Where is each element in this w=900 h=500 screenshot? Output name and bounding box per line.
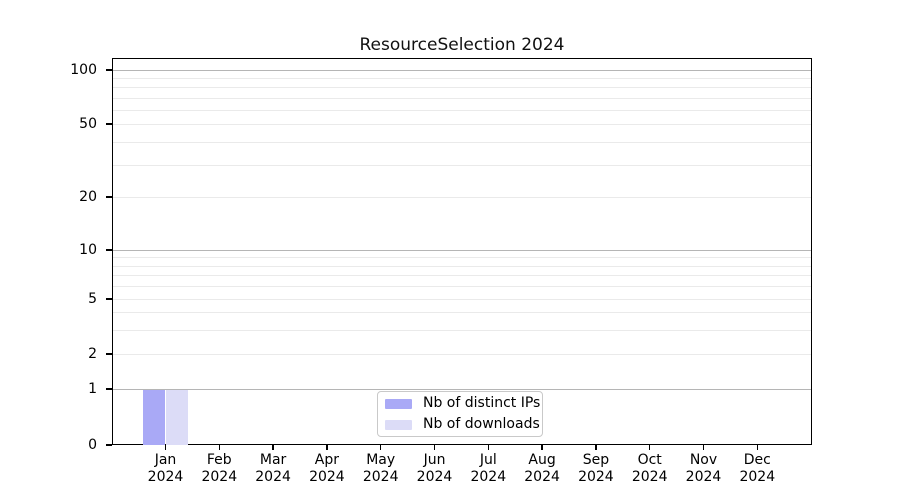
x-tick-label: Jul 2024	[470, 452, 507, 485]
y-gridline-major	[113, 389, 811, 390]
x-tick-label: Aug 2024	[524, 452, 560, 485]
y-gridline-minor	[113, 124, 811, 125]
x-tick	[541, 445, 543, 450]
y-tick	[106, 353, 112, 355]
x-tick-label: Sep 2024	[578, 452, 614, 485]
x-tick	[649, 445, 651, 450]
x-tick-label: Nov 2024	[685, 452, 722, 485]
y-gridline-major	[113, 250, 811, 251]
y-gridline-minor	[113, 197, 811, 198]
y-gridline-minor	[113, 87, 811, 89]
bar-downloads	[166, 389, 188, 445]
x-tick-label: Feb 2024	[201, 452, 238, 485]
x-tick-label: May 2024	[362, 452, 399, 485]
plot-area: Nb of distinct IPs Nb of downloads	[112, 58, 812, 445]
legend-swatch-distinct-ips	[385, 398, 412, 409]
x-tick	[326, 445, 328, 450]
x-tick-label: Dec 2024	[739, 452, 776, 485]
y-gridline-minor	[113, 78, 811, 80]
y-tick	[106, 69, 112, 71]
y-tick	[106, 444, 112, 446]
x-tick-label: Mar 2024	[255, 452, 291, 485]
x-tick	[272, 445, 274, 450]
y-gridline-minor	[113, 109, 811, 111]
y-gridline-major	[113, 70, 811, 71]
y-tick-label: 1	[88, 381, 97, 397]
y-tick-label: 20	[79, 189, 97, 205]
y-tick	[106, 249, 112, 251]
bar-distinct-ips	[143, 389, 165, 445]
y-tick	[106, 196, 112, 198]
legend-item-distinct-ips: Nb of distinct IPs	[385, 395, 540, 412]
y-tick	[106, 123, 112, 125]
y-tick-label: 50	[79, 116, 97, 132]
y-tick-label: 2	[88, 346, 97, 362]
x-tick	[433, 445, 436, 450]
y-gridline-minor	[113, 286, 811, 288]
x-tick	[380, 445, 382, 450]
y-gridline-minor	[113, 299, 811, 300]
x-tick	[702, 445, 705, 450]
legend: Nb of distinct IPs Nb of downloads	[377, 391, 543, 437]
y-gridline-minor	[113, 354, 811, 355]
x-tick	[218, 445, 220, 450]
y-gridline-minor	[113, 275, 811, 277]
y-gridline-minor	[113, 164, 811, 166]
y-tick	[106, 388, 112, 390]
y-gridline-minor	[113, 329, 811, 331]
y-tick-label: 5	[88, 291, 97, 307]
y-gridline-minor	[113, 265, 811, 267]
y-gridline-minor	[113, 312, 811, 314]
y-gridline-minor	[113, 97, 811, 99]
chart-title: ResourceSelection 2024	[359, 35, 565, 55]
x-tick	[164, 445, 167, 450]
x-tick-label: Jan 2024	[147, 452, 184, 485]
legend-label-distinct-ips: Nb of distinct IPs	[423, 395, 541, 411]
x-tick	[595, 445, 597, 450]
x-tick-label: Jun 2024	[416, 452, 453, 485]
y-gridline-minor	[113, 257, 811, 259]
y-gridline-minor	[113, 141, 811, 143]
x-tick-label: Apr 2024	[309, 452, 345, 485]
legend-item-downloads: Nb of downloads	[385, 416, 540, 433]
y-tick-label: 100	[70, 62, 97, 78]
x-tick	[756, 445, 758, 450]
x-tick	[487, 445, 489, 450]
legend-label-downloads: Nb of downloads	[423, 416, 540, 432]
y-tick	[106, 298, 112, 300]
x-tick-label: Oct 2024	[631, 452, 668, 485]
y-tick-label: 10	[79, 242, 97, 258]
y-tick-label: 0	[88, 437, 97, 453]
legend-swatch-downloads	[385, 419, 412, 430]
